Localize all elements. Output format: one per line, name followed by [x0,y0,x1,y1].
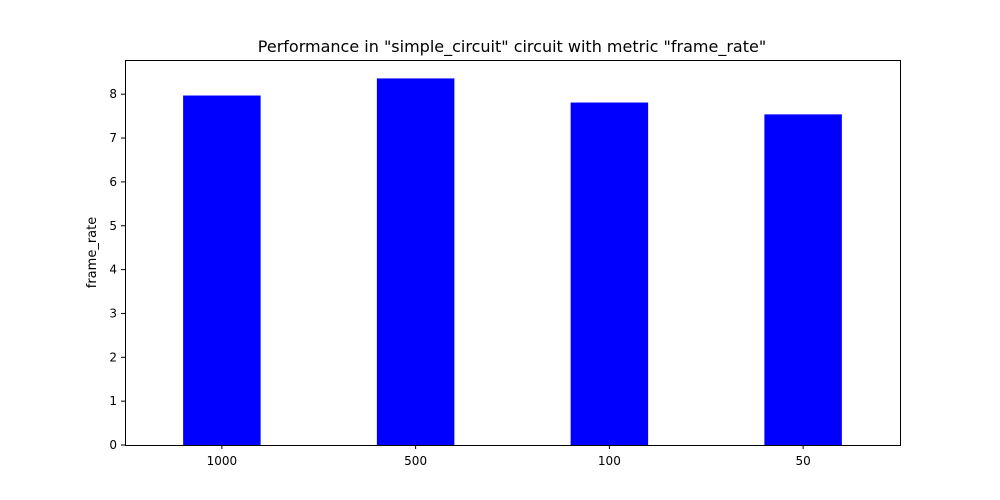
y-axis-label: frame_rate [85,217,100,288]
y-tick-label: 3 [109,306,117,320]
y-tick-label: 1 [109,394,117,408]
bar-500 [376,78,455,445]
bar-1000 [183,95,261,446]
x-tick-label: 500 [404,454,427,468]
y-tick-label: 4 [109,263,117,277]
y-tick-label: 2 [109,350,117,364]
y-tick-label: 6 [109,175,117,189]
y-tick-label: 0 [109,438,117,452]
x-tick-label: 1000 [207,454,238,468]
plot-frame [125,60,901,446]
x-tick-label: 50 [795,454,810,468]
bar-50 [764,114,842,446]
x-axis-ticks: 1000 500 100 50 [207,445,811,468]
chart-title: Performance in "simple_circuit" circuit … [258,37,766,57]
y-tick-label: 5 [109,219,117,233]
bar-100 [570,102,649,445]
x-tick-label: 100 [598,454,621,468]
y-axis-ticks: 0 1 2 3 4 5 6 7 8 [109,87,125,452]
bars-group [183,78,842,446]
y-tick-label: 8 [109,87,117,101]
y-tick-label: 7 [109,131,117,145]
